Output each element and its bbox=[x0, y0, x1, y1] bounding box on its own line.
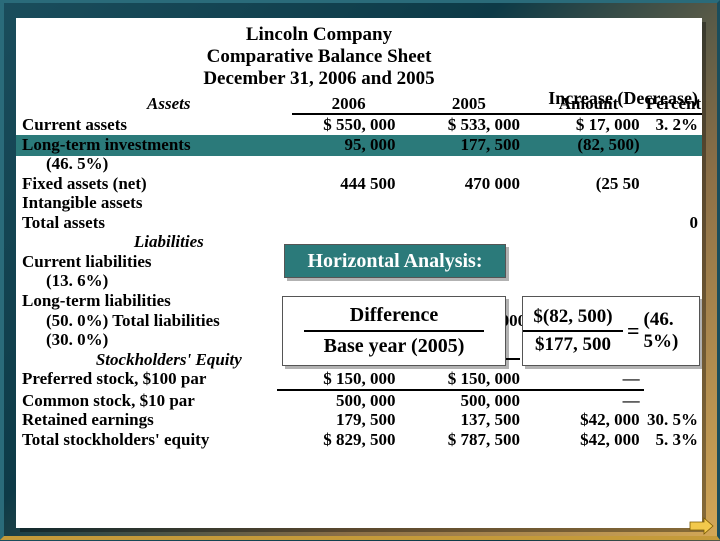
col-amount: Amount bbox=[532, 94, 645, 114]
row-common: Common stock, $10 par 500, 000 500, 000 … bbox=[16, 391, 702, 411]
row-lt-investments: Long-term investments 95, 000 177, 500 (… bbox=[16, 135, 702, 155]
formula-denominator: Base year (2005) bbox=[324, 335, 465, 358]
formula-numerator: Difference bbox=[350, 304, 438, 327]
result-fraction-bar bbox=[523, 330, 623, 332]
header-date: December 31, 2006 and 2005 bbox=[16, 68, 702, 90]
col-2005: 2005 bbox=[412, 94, 532, 116]
callout-formula: Difference Base year (2005) bbox=[282, 296, 506, 366]
balance-sheet-panel: Lincoln Company Comparative Balance Shee… bbox=[16, 18, 702, 528]
row-lt-inv-pct: (46. 5%) bbox=[16, 154, 702, 174]
row-total-assets: Total assets 0 bbox=[16, 213, 702, 233]
section-assets: Assets bbox=[16, 94, 292, 116]
result-percent: (46. 5%) bbox=[644, 309, 699, 353]
row-total-equity: Total stockholders' equity $ 829, 500 $ … bbox=[16, 430, 702, 450]
callout-title: Horizontal Analysis: bbox=[284, 244, 506, 278]
row-fixed-assets: Fixed assets (net) 444 500 470 000 (25 5… bbox=[16, 174, 702, 194]
equals-sign: = bbox=[627, 318, 640, 344]
row-preferred: Preferred stock, $100 par $ 150, 000 $ 1… bbox=[16, 369, 702, 391]
row-current-assets: Current assets $ 550, 000 $ 533, 000 $ 1… bbox=[16, 115, 702, 135]
col-percent: Percent bbox=[645, 94, 702, 114]
header-title: Comparative Balance Sheet bbox=[16, 46, 702, 68]
next-arrow-icon[interactable] bbox=[688, 516, 714, 536]
sheet-header: Lincoln Company Comparative Balance Shee… bbox=[16, 18, 702, 94]
header-company: Lincoln Company bbox=[16, 24, 702, 46]
col-2006: 2006 bbox=[292, 94, 412, 116]
result-numerator: $(82, 500) bbox=[533, 306, 612, 328]
result-denominator: $177, 500 bbox=[535, 334, 611, 356]
row-intangible: Intangible assets bbox=[16, 193, 702, 213]
column-headers: Assets 2006 2005 Amount Percent bbox=[16, 94, 702, 116]
row-retained: Retained earnings 179, 500 137, 500 $42,… bbox=[16, 410, 702, 430]
callout-result: $(82, 500) $177, 500 = (46. 5%) bbox=[522, 296, 700, 366]
fraction-bar bbox=[304, 330, 484, 332]
